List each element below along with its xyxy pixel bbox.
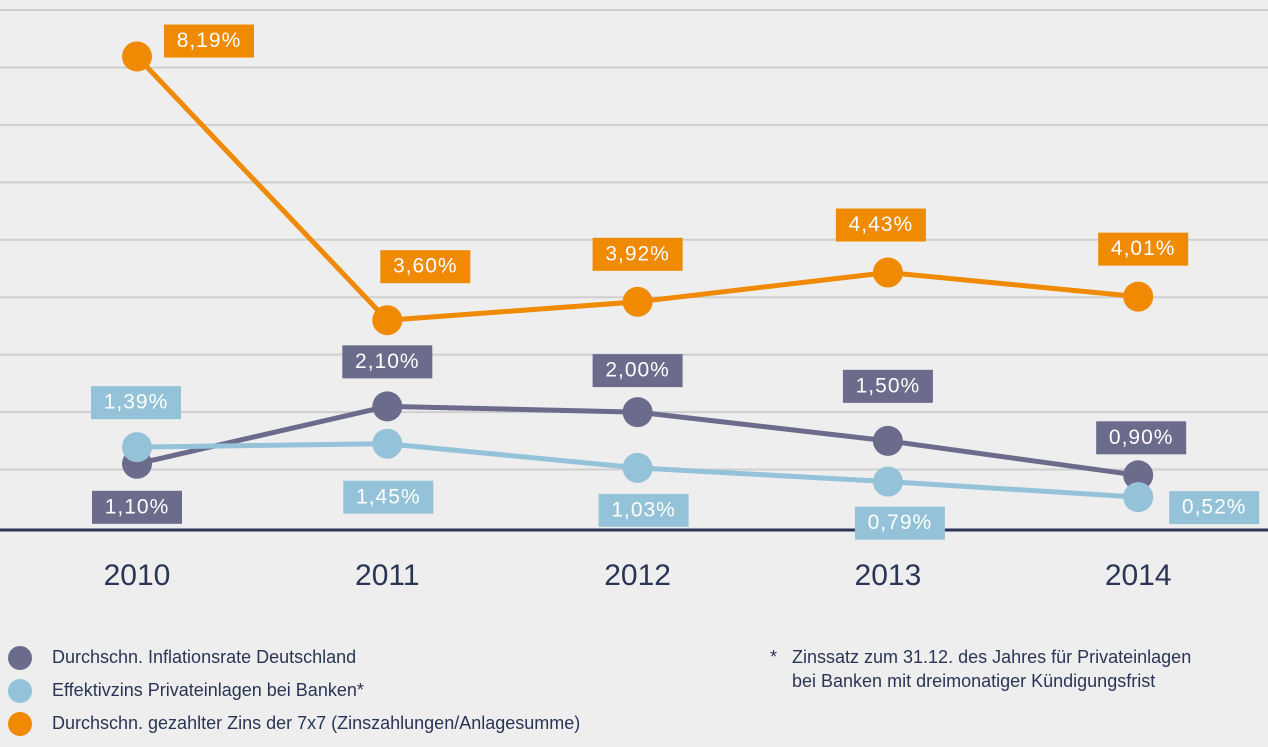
- value-label-box: [164, 24, 254, 58]
- value-label-box: [1096, 421, 1187, 455]
- value-label-box: [1169, 491, 1260, 525]
- x-tick-label: 2012: [604, 559, 671, 592]
- data-point: [622, 286, 653, 317]
- value-label: 8,19%: [177, 29, 242, 52]
- data-point: [622, 397, 653, 428]
- value-label-box: [91, 386, 181, 420]
- data-point: [872, 466, 903, 497]
- footnote: Zinssatz zum 31.12. des Jahres für Priva…: [792, 647, 1191, 667]
- data-point: [122, 432, 152, 463]
- value-label: 1,50%: [856, 374, 921, 397]
- value-label-box: [342, 345, 433, 379]
- data-point: [372, 428, 403, 459]
- x-tick-label: 2011: [355, 559, 420, 592]
- footnote-marker: *: [770, 647, 777, 667]
- data-point: [1123, 460, 1154, 491]
- value-label-box: [842, 369, 933, 403]
- data-point: [372, 391, 403, 422]
- data-point: [872, 425, 903, 456]
- data-point: [122, 41, 152, 72]
- data-point: [1123, 482, 1154, 513]
- value-label-box: [92, 490, 182, 524]
- value-label-box: [598, 493, 689, 527]
- value-label: 3,92%: [605, 242, 670, 265]
- value-label: 4,43%: [849, 213, 914, 236]
- value-label: 2,10%: [355, 350, 420, 373]
- data-point: [622, 452, 653, 483]
- value-label-box: [835, 208, 926, 242]
- value-label: 0,52%: [1182, 496, 1247, 519]
- value-label: 3,60%: [393, 255, 458, 278]
- legend-label: Durchschn. gezahlter Zins der 7x7 (Zinsz…: [52, 713, 580, 733]
- x-tick-label: 2013: [855, 559, 922, 592]
- footnote: bei Banken mit dreimonatiger Kündigungsf…: [792, 671, 1155, 691]
- value-label-box: [592, 354, 683, 388]
- legend-label: Effektivzins Privateinlagen bei Banken*: [52, 680, 364, 700]
- value-label-box: [1098, 232, 1189, 266]
- value-label: 1,03%: [611, 498, 676, 521]
- legend-label: Durchschn. Inflationsrate Deutschland: [52, 647, 356, 667]
- value-label: 0,90%: [1109, 426, 1174, 449]
- legend-marker: [8, 712, 32, 736]
- x-tick-label: 2014: [1105, 559, 1172, 592]
- value-label: 1,10%: [105, 495, 170, 518]
- value-label: 1,39%: [104, 391, 169, 414]
- x-tick-label: 2010: [104, 559, 171, 592]
- value-label: 0,79%: [868, 511, 933, 534]
- data-point: [1123, 281, 1154, 312]
- value-label-box: [343, 480, 434, 514]
- value-label-box: [854, 506, 945, 540]
- data-point: [372, 305, 403, 336]
- data-point: [872, 257, 903, 288]
- value-label-box: [380, 250, 471, 284]
- value-label-box: [592, 237, 683, 271]
- value-label: 4,01%: [1111, 237, 1176, 260]
- legend-marker: [8, 646, 32, 670]
- value-label: 2,00%: [605, 359, 670, 382]
- legend-marker: [8, 679, 32, 703]
- value-label: 1,45%: [356, 485, 421, 508]
- series-line: [135, 54, 1139, 323]
